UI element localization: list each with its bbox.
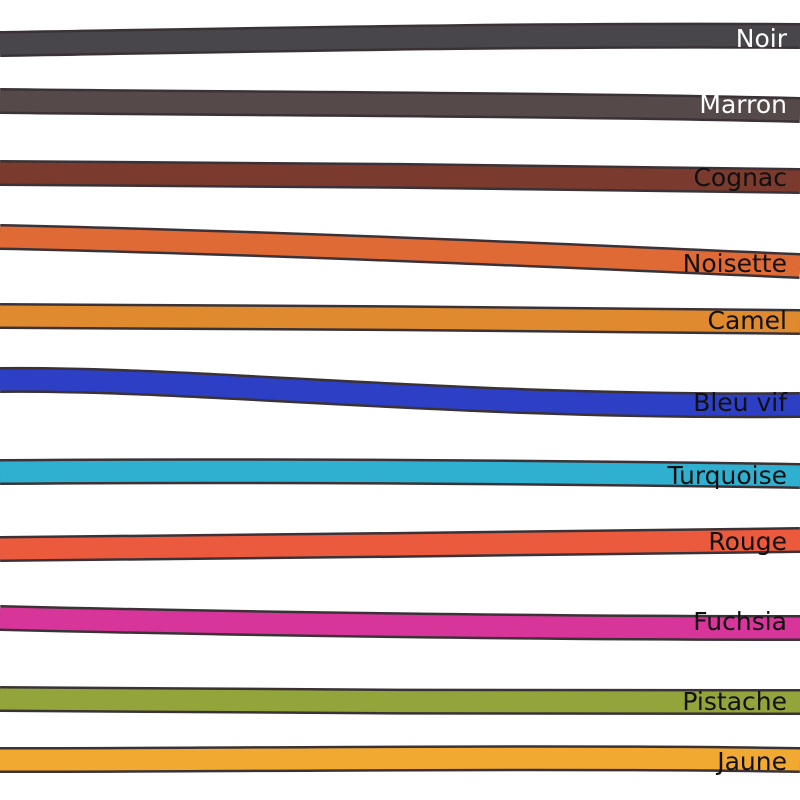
color-label: Camel [708, 306, 787, 335]
cord-bleu-vif [0, 369, 800, 416]
color-label: Turquoise [666, 461, 787, 490]
color-label: Pistache [682, 687, 787, 716]
cord-rouge [0, 529, 800, 560]
color-label: Jaune [715, 747, 787, 776]
cord-marron [0, 90, 800, 121]
cords [0, 22, 800, 773]
cord-noisette [0, 226, 800, 277]
cord-noir [0, 25, 800, 55]
color-label: Fuchsia [693, 607, 787, 636]
color-label: Cognac [693, 163, 787, 192]
color-label: Marron [699, 90, 787, 119]
cord-cognac [0, 162, 800, 192]
cord-fuchsia [0, 607, 800, 639]
labels: Noir Marron Cognac Noisette Camel Bleu v… [666, 24, 788, 776]
color-label: Noir [736, 24, 788, 53]
color-label: Bleu vif [693, 388, 788, 417]
cord-turquoise [0, 460, 800, 487]
cord-jaune [0, 747, 800, 771]
cord-camel [0, 305, 800, 333]
cord-pistache [0, 688, 800, 713]
color-label: Rouge [708, 527, 787, 556]
color-label: Noisette [683, 249, 787, 278]
